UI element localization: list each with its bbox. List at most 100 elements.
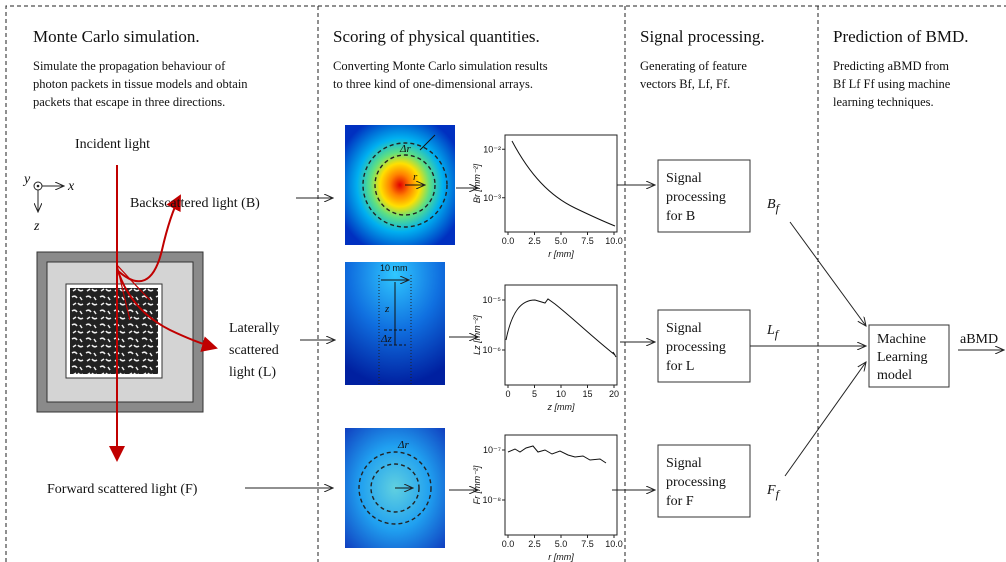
x-tick-label: 20 bbox=[609, 389, 619, 399]
x-tick-label: 2.5 bbox=[528, 539, 541, 549]
arrow bbox=[784, 362, 866, 477]
annotation: Δr bbox=[397, 439, 409, 451]
y-axis-label: Lz [mm⁻²] bbox=[472, 315, 482, 355]
process-label: for F bbox=[666, 494, 694, 509]
feature-base: F bbox=[766, 483, 776, 498]
section-desc: Converting Monte Carlo simulation result… bbox=[333, 59, 548, 73]
section-desc: packets that escape in three directions. bbox=[33, 95, 225, 109]
section-desc: Bf Lf Ff using machine bbox=[833, 77, 951, 91]
x-tick-label: 10 bbox=[556, 389, 566, 399]
forward-label: Forward scattered light (F) bbox=[47, 482, 198, 497]
light-path bbox=[116, 264, 151, 321]
back-label: Backscattered light (B) bbox=[130, 196, 260, 211]
lateral-label: Laterally bbox=[229, 321, 280, 336]
x-tick-label: 7.5 bbox=[581, 539, 594, 549]
section-desc: Generating of feature bbox=[640, 59, 747, 73]
section-desc: photon packets in tissue models and obta… bbox=[33, 77, 248, 91]
x-tick-label: 5.0 bbox=[555, 539, 568, 549]
x-tick-label: 7.5 bbox=[581, 236, 594, 246]
ml-label: Learning bbox=[877, 350, 928, 365]
axis-label: z bbox=[33, 219, 40, 234]
heatmap bbox=[345, 125, 455, 245]
y-tick-label: 10⁻⁶ bbox=[483, 345, 502, 355]
process-label: Signal bbox=[666, 456, 702, 471]
x-tick-label: 2.5 bbox=[528, 236, 541, 246]
process-label: for L bbox=[666, 359, 694, 374]
incident-label: Incident light bbox=[75, 137, 150, 152]
feature-label: Ff bbox=[766, 483, 781, 501]
arrow bbox=[789, 221, 866, 326]
section-desc: Simulate the propagation behaviour of bbox=[33, 59, 226, 73]
process-label: Signal bbox=[666, 171, 702, 186]
x-tick-label: 15 bbox=[582, 389, 592, 399]
section-desc: vectors Bf, Lf, Ff. bbox=[640, 77, 730, 91]
process-box bbox=[657, 309, 751, 383]
plots: 0.0 2.5 5.0 7.5 10.0 10⁻² 10⁻³ r [mm] Br [mm⁻²] 0… bbox=[472, 134, 623, 562]
y-tick-label: 10⁻² bbox=[483, 144, 501, 154]
ring bbox=[374, 154, 436, 216]
ml-label: model bbox=[877, 368, 912, 383]
section-title: Signal processing. bbox=[640, 27, 765, 46]
process-box bbox=[657, 159, 751, 233]
x-tick-label: 0.0 bbox=[502, 236, 515, 246]
lateral-label: scattered bbox=[229, 343, 279, 358]
x-tick-label: 10.0 bbox=[605, 236, 623, 246]
feature-base: B bbox=[767, 197, 776, 212]
section-desc: to three kind of one-dimensional arrays. bbox=[333, 77, 533, 91]
annotation: Δz bbox=[380, 333, 392, 345]
x-tick-label: 0.0 bbox=[502, 539, 515, 549]
light-path bbox=[116, 194, 181, 283]
process-label: processing bbox=[666, 190, 726, 205]
process-label: for B bbox=[666, 209, 695, 224]
axis-label: x bbox=[67, 179, 75, 194]
x-tick-label: 5 bbox=[532, 389, 537, 399]
section-desc: learning techniques. bbox=[833, 95, 934, 109]
section-title: Prediction of BMD. bbox=[833, 27, 969, 46]
annotation: Δr bbox=[399, 143, 411, 155]
y-tick-label: 10⁻⁸ bbox=[482, 495, 501, 505]
section-title: Scoring of physical quantities. bbox=[333, 27, 540, 46]
feature-base: L bbox=[766, 323, 775, 338]
x-tick-label: 0 bbox=[505, 389, 510, 399]
curve bbox=[511, 140, 616, 227]
x-axis-label: z [mm] bbox=[547, 402, 575, 412]
feature-sub: f bbox=[776, 487, 781, 501]
tissue-trabecular bbox=[70, 288, 158, 374]
panel-border bbox=[5, 5, 1006, 562]
ml-box bbox=[868, 324, 950, 388]
section-desc: Predicting aBMD from bbox=[833, 59, 949, 73]
feature-label: Bf bbox=[767, 197, 781, 215]
y-tick-label: 10⁻⁵ bbox=[483, 295, 502, 305]
ring bbox=[362, 142, 448, 228]
plot-frame bbox=[504, 284, 618, 386]
y-tick-label: 10⁻⁷ bbox=[483, 445, 501, 455]
feature-label: Lf bbox=[766, 323, 780, 341]
curve bbox=[505, 298, 617, 358]
y-axis-label: Fr [mm⁻²] bbox=[472, 465, 482, 504]
x-axis-label: r [mm] bbox=[548, 249, 574, 259]
light-path bbox=[116, 267, 218, 352]
axis-icon bbox=[36, 184, 40, 188]
feature-sub: f bbox=[776, 201, 781, 215]
annotation: 10 mm bbox=[380, 263, 408, 273]
lateral-label: light (L) bbox=[229, 365, 276, 380]
process-box bbox=[657, 444, 751, 518]
process-label: Signal bbox=[666, 321, 702, 336]
plot-frame bbox=[504, 434, 618, 536]
output-label: aBMD bbox=[960, 332, 998, 347]
ring bbox=[358, 451, 432, 525]
y-tick-label: 10⁻³ bbox=[483, 193, 501, 203]
feature-sub: f bbox=[775, 327, 780, 341]
y-axis-label: Br [mm⁻²] bbox=[472, 163, 482, 203]
section-title: Monte Carlo simulation. bbox=[33, 27, 200, 46]
axis-label: y bbox=[22, 172, 31, 187]
annotation: z bbox=[384, 303, 390, 315]
curve bbox=[507, 445, 607, 464]
annotation: r bbox=[413, 171, 418, 183]
x-tick-label: 10.0 bbox=[605, 539, 623, 549]
x-tick-label: 5.0 bbox=[555, 236, 568, 246]
processing: Signal processing for B Bf Signal processing f… bbox=[657, 159, 781, 518]
radius bbox=[419, 134, 436, 151]
process-label: processing bbox=[666, 340, 726, 355]
